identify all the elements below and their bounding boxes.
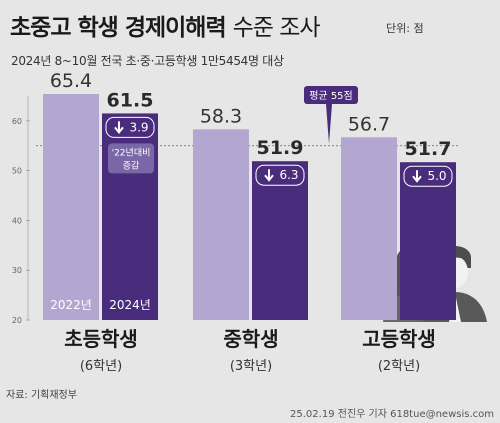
y-tick-label: 40 [12, 216, 22, 225]
category-sub-label: (2학년) [378, 359, 420, 374]
bar-year-label-2022: 2022년 [50, 298, 92, 312]
change-badge [403, 165, 453, 187]
source-note: 자료: 기획재정부 [6, 390, 77, 401]
value-labels: 65.4 61.5 3.9 58.3 51.9 6.3 56.7 51.7 5.0 '22년대비증… [50, 70, 453, 312]
change-note-line2: 증감 [123, 159, 140, 171]
down-arrow-icon [114, 121, 124, 135]
credit-note: 25.02.19 전진우 기자 618tue@newsis.com [290, 409, 494, 420]
value-label-2022: 58.3 [200, 105, 242, 127]
page-title: 초중고 학생 경제이해력 수준 조사 [10, 8, 321, 42]
down-arrow-icon [412, 170, 422, 183]
title-bold: 초중고 학생 경제이해력 [10, 15, 227, 41]
category-labels: 초등학생 (6학년) 중학생 (3학년) 고등학생 (2학년) [64, 327, 436, 374]
category-label: 중학생 [223, 327, 278, 351]
y-tick-label: 30 [12, 266, 22, 275]
bar-2022 [341, 137, 397, 320]
value-label-2024: 51.7 [405, 138, 452, 160]
value-label-2024: 51.9 [257, 137, 304, 159]
bar-2024 [252, 161, 308, 320]
unit-label: 단위: 점 [386, 22, 424, 35]
average-callout-pointer [326, 104, 332, 144]
value-label-2022: 56.7 [348, 113, 390, 135]
change-value: 6.3 [279, 168, 298, 182]
bar-year-label-2024: 2024년 [109, 298, 151, 312]
average-callout-box [304, 86, 358, 104]
y-tick-label: 50 [12, 167, 22, 176]
bar-2022 [43, 94, 99, 321]
change-badge [105, 116, 155, 138]
bar-2024 [400, 162, 456, 320]
value-label-2022: 65.4 [50, 70, 92, 92]
bar-2022 [193, 129, 249, 320]
change-value: 3.9 [129, 120, 148, 134]
category-label: 초등학생 [64, 327, 138, 351]
value-label-2024: 61.5 [107, 89, 154, 111]
subtitle: 2024년 8~10월 전국 초·중·고등학생 1만5454명 대상 [11, 54, 284, 68]
bars [43, 94, 456, 321]
change-note-line1: '22년대비 [112, 147, 151, 158]
title-light: 수준 조사 [232, 15, 321, 41]
category-label: 고등학생 [362, 327, 436, 351]
change-badge [255, 164, 305, 186]
change-note-box [108, 143, 154, 174]
average-callout-label: 평균 55점 [309, 90, 353, 102]
down-arrow-icon [264, 169, 274, 182]
y-tick-label: 20 [12, 316, 22, 325]
category-sub-label: (3학년) [230, 359, 272, 374]
y-tick-label: 60 [12, 117, 22, 126]
category-sub-label: (6학년) [80, 359, 122, 374]
change-value: 5.0 [427, 169, 446, 183]
